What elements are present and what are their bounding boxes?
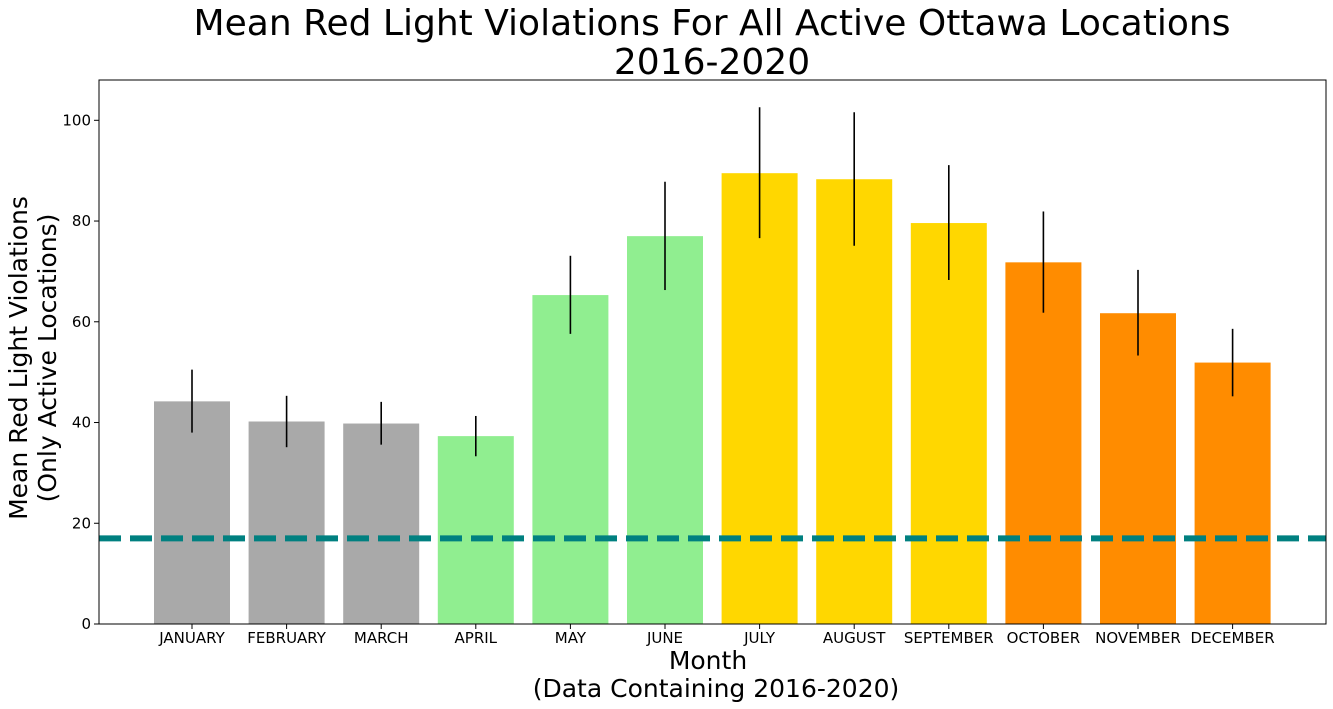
bar-september [910, 223, 987, 624]
bar-october [1005, 262, 1082, 624]
bar-february [248, 421, 325, 624]
x-tick-label-september: SEPTEMBER [904, 629, 994, 647]
x-tick-label-january: JANUARY [158, 629, 225, 647]
y-tick-label: 60 [72, 313, 91, 331]
bar-may [532, 295, 609, 624]
y-tick-label: 0 [81, 615, 91, 633]
bar-april [437, 436, 514, 624]
x-tick-label-may: MAY [555, 629, 587, 647]
y-tick-label: 80 [72, 212, 91, 230]
x-axis-label-line1: Month [669, 646, 747, 675]
x-tick-label-february: FEBRUARY [247, 629, 327, 647]
bar-november [1100, 313, 1176, 624]
x-tick-label-july: JULY [743, 629, 776, 647]
y-tick-label: 20 [72, 514, 91, 532]
y-axis-label-line2: (Only Active Locations) [33, 214, 62, 503]
bar-january [154, 401, 230, 624]
chart-title-line2: 2016-2020 [614, 42, 810, 83]
error-bars-layer [191, 107, 1234, 457]
x-tick-label-november: NOVEMBER [1095, 629, 1181, 647]
bar-march [343, 423, 420, 624]
chart-title-line1: Mean Red Light Violations For All Active… [194, 3, 1231, 44]
x-tick-label-march: MARCH [354, 629, 409, 647]
y-tick-label: 40 [72, 414, 91, 432]
x-axis-ticks: JANUARY FEBRUARY MARCH APRIL MAY JUNE JULY AUGU… [158, 624, 1275, 647]
y-axis-label-line1: Mean Red Light Violations [4, 196, 33, 520]
y-axis-label: Mean Red Light Violations (Only Active L… [4, 196, 62, 520]
bar-august [816, 179, 893, 625]
bar-july [721, 173, 798, 624]
bar-june [627, 236, 703, 625]
y-axis-ticks: 0 20 40 60 80 100 [62, 111, 99, 633]
x-tick-label-june: JUNE [646, 629, 683, 647]
bar-december [1194, 362, 1271, 624]
x-tick-label-october: OCTOBER [1007, 629, 1080, 647]
x-axis-label-line2: (Data Containing 2016-2020) [533, 674, 900, 703]
y-tick-label: 100 [62, 111, 91, 129]
x-tick-label-august: AUGUST [823, 629, 886, 647]
bars-layer [154, 173, 1271, 625]
plot-frame [98, 79, 1327, 625]
x-tick-label-april: APRIL [455, 629, 498, 647]
x-tick-label-december: DECEMBER [1191, 629, 1275, 647]
